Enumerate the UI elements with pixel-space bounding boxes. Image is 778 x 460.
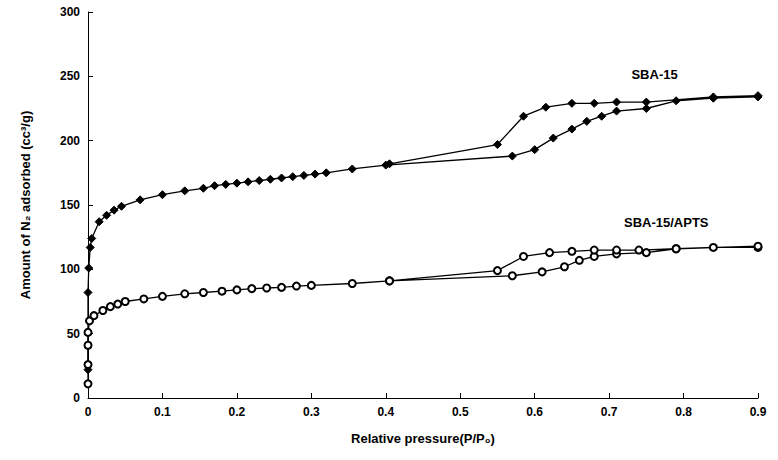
- svg-text:0.4: 0.4: [377, 405, 394, 419]
- svg-text:0.8: 0.8: [675, 405, 692, 419]
- svg-text:SBA-15: SBA-15: [631, 67, 677, 82]
- svg-text:0.2: 0.2: [229, 405, 246, 419]
- svg-text:0.1: 0.1: [154, 405, 171, 419]
- svg-text:150: 150: [60, 198, 80, 212]
- svg-text:200: 200: [60, 134, 80, 148]
- svg-text:300: 300: [60, 5, 80, 19]
- svg-text:0: 0: [73, 391, 80, 405]
- svg-text:250: 250: [60, 69, 80, 83]
- svg-text:0.7: 0.7: [601, 405, 618, 419]
- svg-text:0.6: 0.6: [526, 405, 543, 419]
- svg-text:100: 100: [60, 262, 80, 276]
- svg-text:0.5: 0.5: [452, 405, 469, 419]
- svg-text:SBA-15/APTS: SBA-15/APTS: [624, 215, 709, 230]
- svg-text:Amount of N₂ adsorbed (cc³/g): Amount of N₂ adsorbed (cc³/g): [18, 111, 33, 300]
- svg-text:Relative pressure(P/P₀): Relative pressure(P/P₀): [351, 431, 495, 446]
- svg-text:0.9: 0.9: [750, 405, 767, 419]
- svg-text:0: 0: [85, 405, 92, 419]
- svg-text:50: 50: [67, 327, 81, 341]
- svg-text:0.3: 0.3: [303, 405, 320, 419]
